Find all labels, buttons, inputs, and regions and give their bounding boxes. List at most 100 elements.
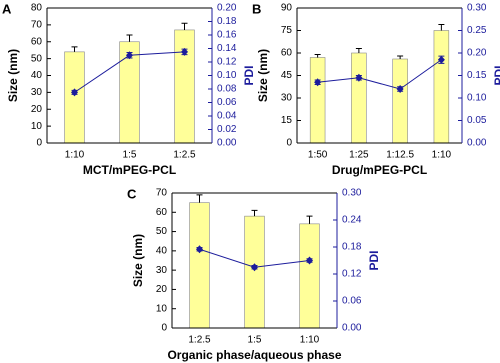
- y-tick-label: 60: [156, 207, 168, 218]
- y-tick-label: 30: [156, 265, 168, 276]
- bar: [351, 52, 367, 144]
- bar: [64, 51, 85, 144]
- pdi-marker: [251, 263, 258, 272]
- panel-label: C: [127, 186, 137, 201]
- y2-tick-label: 0.25: [467, 25, 487, 36]
- y2-tick-label: 0.02: [217, 124, 237, 135]
- y2-tick-label: 0.16: [217, 30, 237, 41]
- x-axis-label: MCT/mPEG-PCL: [83, 163, 176, 177]
- y2-tick-label: 0.20: [217, 3, 237, 14]
- y2-tick-label: 0.30: [342, 188, 362, 199]
- y-tick-label: 30: [31, 87, 43, 98]
- panel-label: B: [252, 1, 261, 16]
- bar: [309, 57, 326, 144]
- y2-tick-label: 0.18: [342, 242, 362, 253]
- y-tick-label: 10: [31, 121, 43, 132]
- x-tick-label: 1:10: [300, 335, 320, 346]
- x-tick-label: 1:12.5: [386, 150, 414, 161]
- error-bar: [126, 34, 133, 42]
- y2-tick-label: 0.15: [467, 70, 487, 81]
- y-tick-label: 10: [156, 303, 168, 314]
- y2-tick-label: 0.10: [217, 70, 237, 81]
- y-tick-label: 0: [161, 323, 167, 334]
- pdi-marker: [181, 47, 188, 56]
- y2-tick-label: 0.00: [342, 323, 362, 334]
- y-tick-label: 75: [281, 25, 293, 36]
- y-tick-label: 60: [31, 36, 43, 47]
- y2-tick-label: 0.20: [467, 48, 487, 59]
- y-tick-label: 20: [156, 284, 168, 295]
- y-tick-label: 90: [281, 3, 293, 14]
- y-tick-label: 50: [31, 53, 43, 64]
- error-bar: [355, 48, 362, 53]
- y2-tick-label: 0.00: [467, 138, 487, 149]
- y2-tick-label: 0.12: [342, 269, 362, 280]
- error-bar: [196, 194, 203, 203]
- y-tick-label: 0: [36, 138, 42, 149]
- y2-axis-label: PDI: [367, 250, 381, 270]
- y-tick-label: 80: [31, 3, 43, 14]
- pdi-line: [317, 59, 442, 90]
- x-axis-label: Organic phase/aqueous phase: [167, 348, 341, 362]
- y-tick-label: 0: [286, 138, 292, 149]
- x-tick-label: 1:10: [65, 150, 85, 161]
- y2-axis-label: PDI: [492, 65, 500, 85]
- error-bar: [314, 54, 321, 58]
- pdi-marker: [355, 73, 363, 82]
- y2-tick-label: 0.18: [217, 16, 237, 27]
- y-tick-label: 50: [156, 226, 168, 237]
- pdi-marker: [314, 78, 322, 87]
- x-tick-label: 1:25: [349, 150, 369, 161]
- pdi-marker: [71, 88, 78, 97]
- y2-tick-label: 0.10: [467, 93, 487, 104]
- x-tick-label: 1:5: [248, 335, 262, 346]
- y-tick-label: 70: [31, 20, 43, 31]
- y2-tick-label: 0.14: [217, 43, 237, 54]
- y2-tick-label: 0.24: [342, 215, 362, 226]
- bar: [244, 215, 265, 329]
- y2-tick-label: 0.08: [217, 84, 237, 95]
- bar: [299, 223, 320, 329]
- y2-tick-label: 0.12: [217, 57, 237, 68]
- bar: [392, 58, 408, 144]
- error-bar: [251, 209, 258, 217]
- y2-tick-label: 0.00: [217, 138, 237, 149]
- x-tick-label: 1:2.5: [173, 150, 196, 161]
- bar: [433, 30, 450, 144]
- pdi-marker: [437, 55, 445, 64]
- y-tick-label: 40: [31, 70, 43, 81]
- pdi-marker: [196, 245, 203, 254]
- y-axis-label: Size (nm): [256, 49, 270, 102]
- y2-tick-label: 0.06: [217, 97, 237, 108]
- x-tick-label: 1:10: [432, 150, 452, 161]
- y-tick-label: 20: [31, 104, 43, 115]
- y-tick-label: 60: [281, 48, 293, 59]
- y-tick-label: 30: [281, 93, 293, 104]
- bar: [189, 202, 210, 329]
- panel-label: A: [2, 1, 12, 16]
- pdi-marker: [396, 85, 404, 93]
- error-bar: [71, 46, 78, 52]
- x-tick-label: 1:5: [123, 150, 137, 161]
- y-axis-label: Size (nm): [6, 49, 20, 102]
- pdi-marker: [126, 51, 133, 60]
- y-tick-label: 15: [281, 115, 293, 126]
- x-tick-label: 1:2.5: [188, 335, 211, 346]
- y2-tick-label: 0.04: [217, 111, 237, 122]
- y-tick-label: 70: [156, 188, 168, 199]
- y-tick-label: 40: [156, 245, 168, 256]
- error-bar: [438, 24, 445, 31]
- y2-axis-label: PDI: [242, 65, 256, 85]
- y2-tick-label: 0.30: [467, 3, 487, 14]
- y2-tick-label: 0.06: [342, 296, 362, 307]
- y2-tick-label: 0.05: [467, 115, 487, 126]
- y-axis-label: Size (nm): [131, 234, 145, 287]
- error-bar: [397, 55, 404, 59]
- error-bar: [306, 215, 313, 224]
- bar: [174, 29, 195, 144]
- error-bar: [181, 22, 188, 30]
- x-axis-label: Drug/mPEG-PCL: [332, 163, 427, 177]
- pdi-marker: [306, 256, 313, 265]
- y-tick-label: 45: [281, 70, 293, 81]
